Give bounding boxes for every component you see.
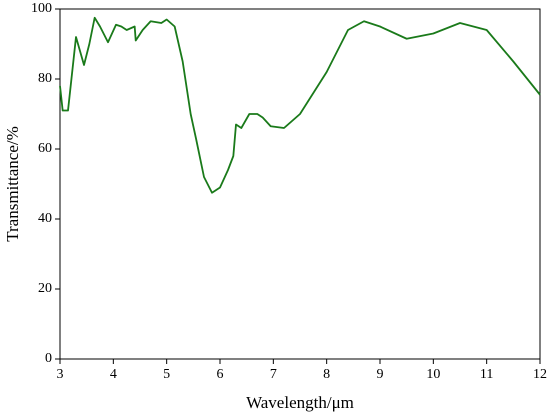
y-tick-label: 100 bbox=[31, 1, 52, 16]
x-tick-label: 9 bbox=[377, 367, 384, 382]
x-axis-title: Wavelength/μm bbox=[246, 393, 354, 412]
x-tick-label: 3 bbox=[57, 367, 64, 382]
x-tick-label: 7 bbox=[270, 367, 277, 382]
x-tick-label: 6 bbox=[217, 367, 224, 382]
x-tick-label: 12 bbox=[533, 367, 547, 382]
y-tick-label: 60 bbox=[38, 141, 52, 156]
y-tick-label: 20 bbox=[38, 281, 52, 296]
x-tick-label: 5 bbox=[163, 367, 170, 382]
y-tick-label: 40 bbox=[38, 211, 52, 226]
data-line bbox=[59, 16, 541, 194]
y-axis-title: Transmittance/% bbox=[3, 126, 22, 242]
x-tick-label: 4 bbox=[110, 367, 117, 382]
y-tick-label: 0 bbox=[45, 351, 52, 366]
x-tick-label: 10 bbox=[426, 367, 440, 382]
x-tick-label: 11 bbox=[480, 367, 493, 382]
y-tick-label: 80 bbox=[38, 71, 52, 86]
plot-frame bbox=[59, 8, 541, 360]
x-tick-label: 8 bbox=[323, 367, 330, 382]
